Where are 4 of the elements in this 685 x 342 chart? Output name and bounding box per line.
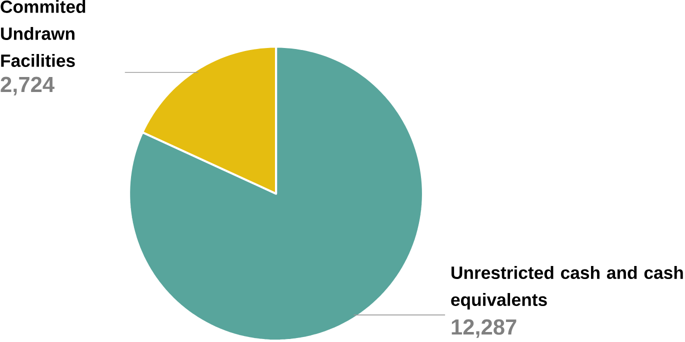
data-label: 12,287 <box>452 319 516 338</box>
slice-label: Unrestricted cash and cash equivalents <box>451 266 683 310</box>
data-label: 2,724 <box>0 76 54 96</box>
slice-label: Commited Undrawn Facilities <box>0 0 86 68</box>
